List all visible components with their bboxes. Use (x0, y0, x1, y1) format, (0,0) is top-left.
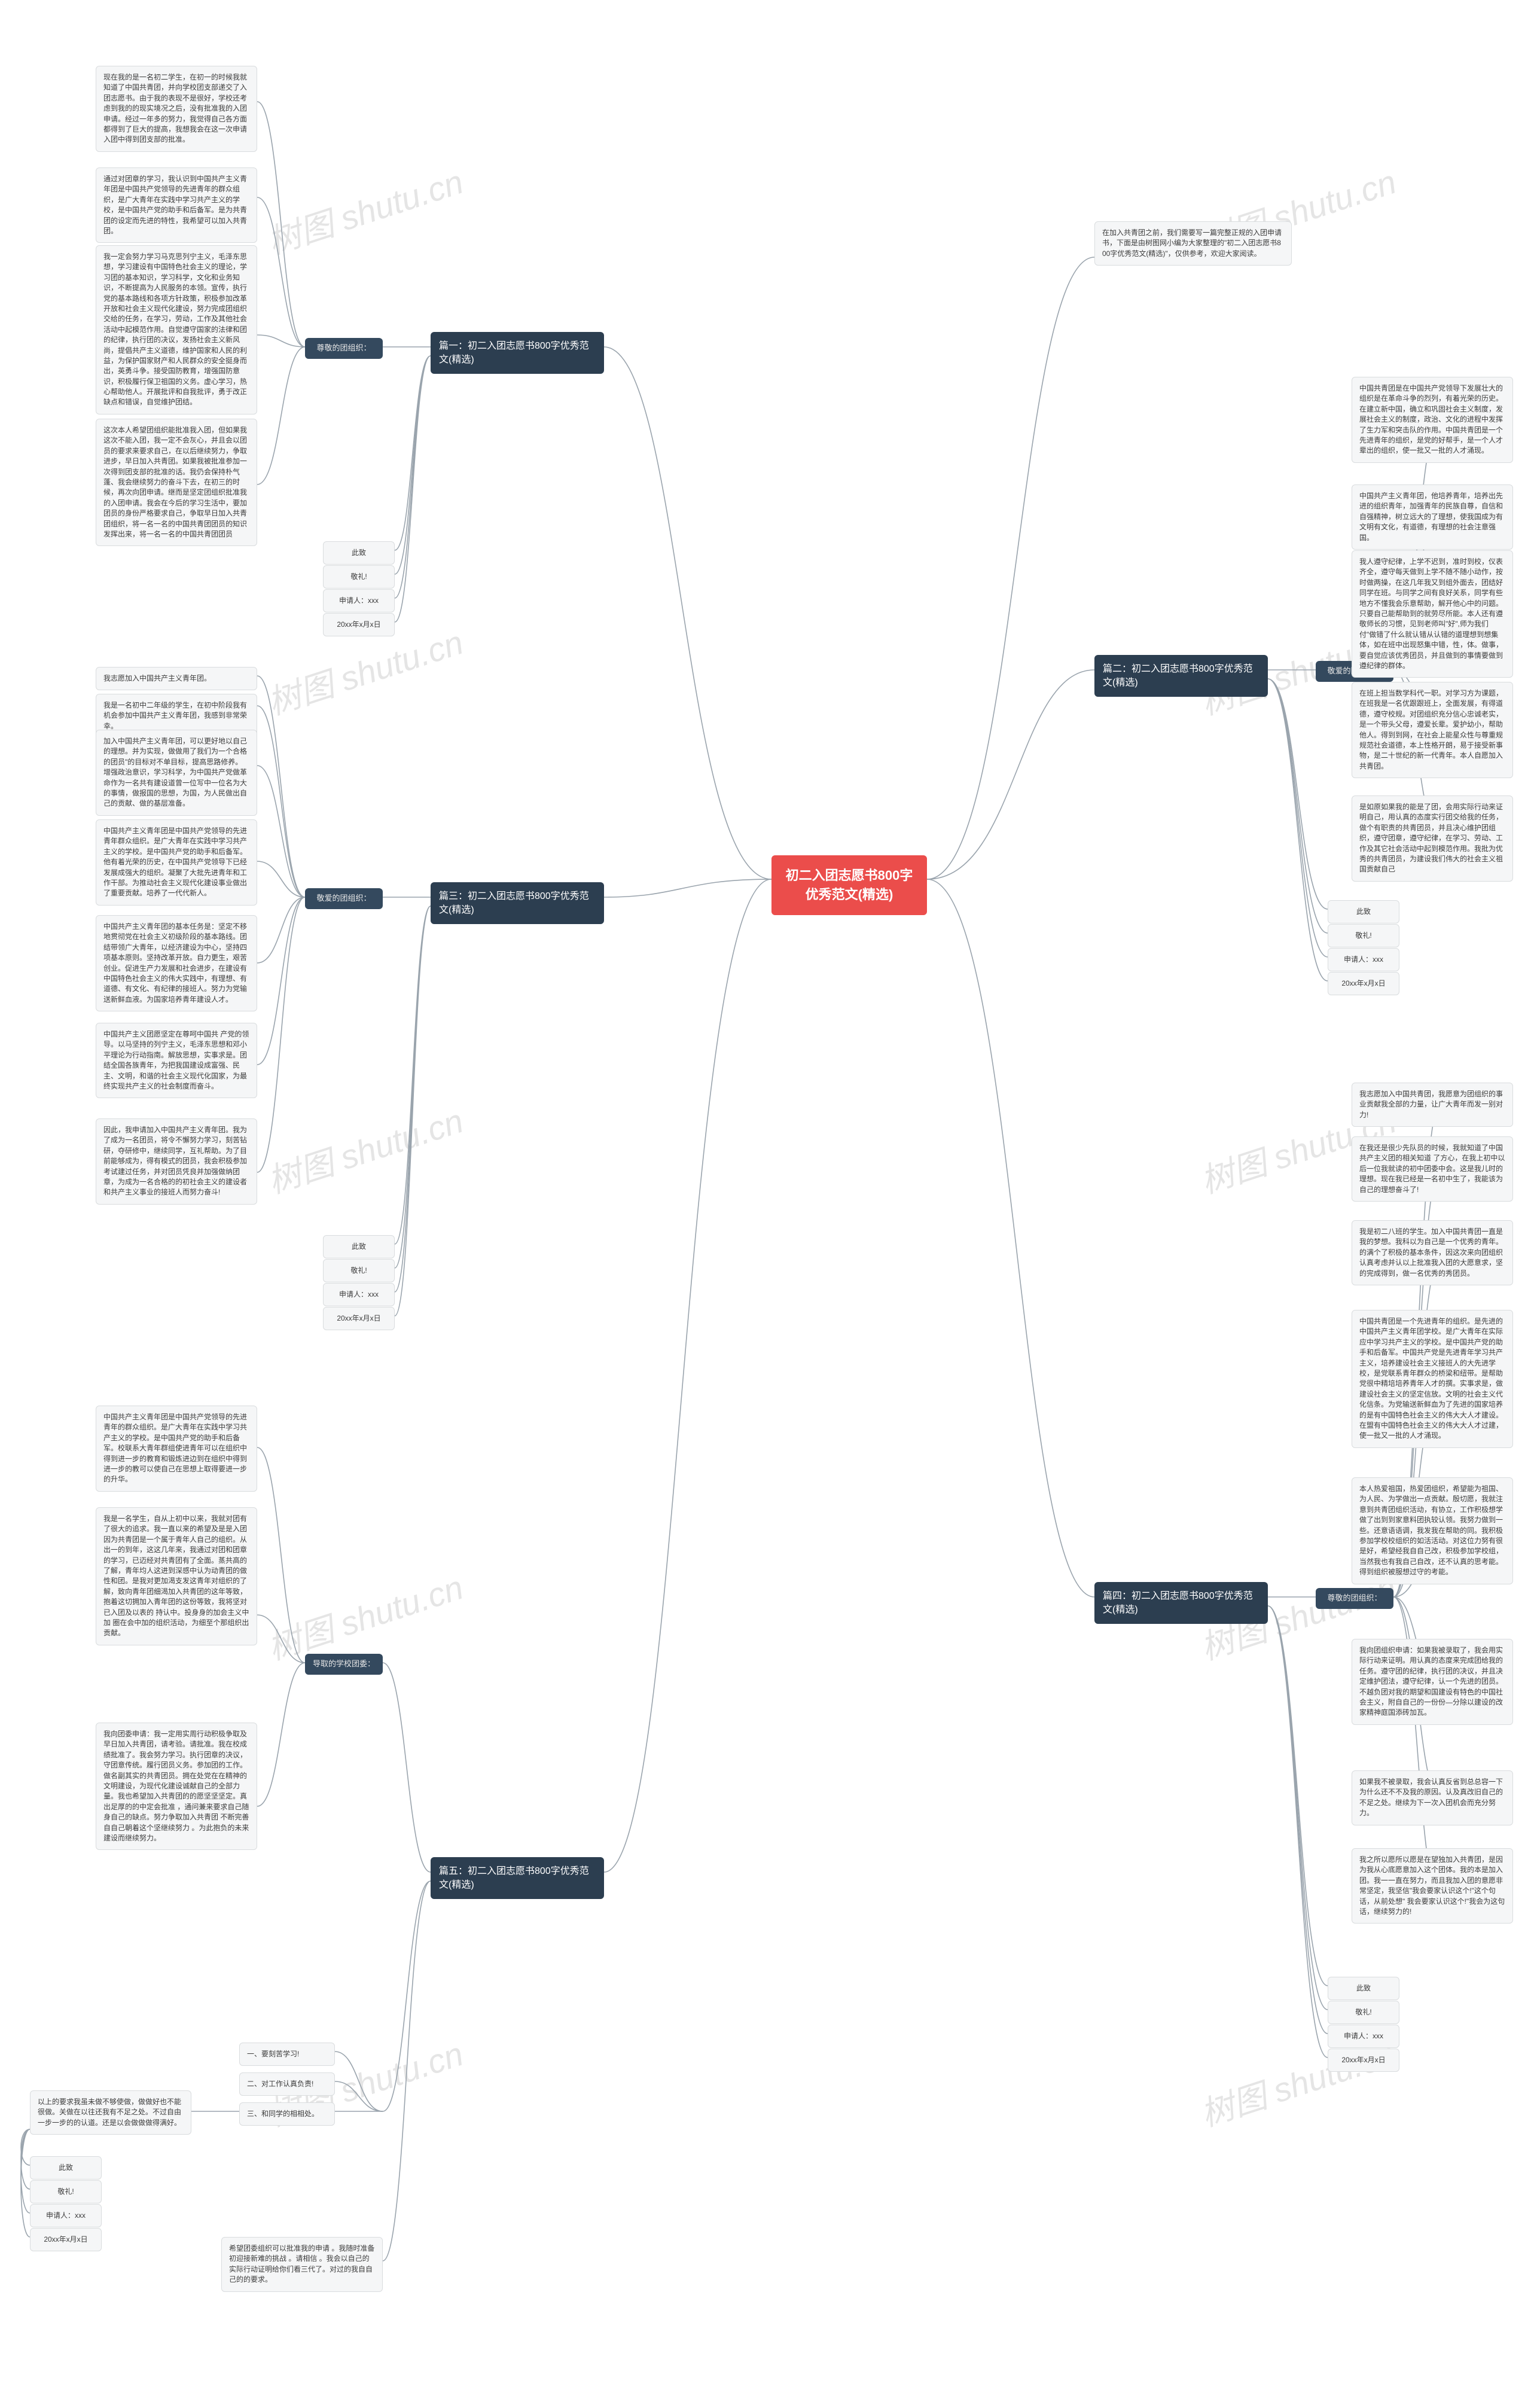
b1-leaf-4: 此致 (323, 541, 395, 565)
b5-leaf-8: 敬礼! (30, 2180, 102, 2203)
b4-leaf-11: 20xx年x月x日 (1328, 2049, 1399, 2072)
b3-leaf-2: 加入中国共产主义青年团，可以更好地以自己的理想。并为实现，做做用了我们为一个合格… (96, 730, 257, 816)
b2-leaf-5: 此致 (1328, 900, 1399, 923)
branch-4[interactable]: 篇四：初二入团志愿书800字优秀范文(精选) (1094, 1582, 1268, 1624)
b2-leaf-8: 20xx年x月x日 (1328, 972, 1399, 995)
b4-leaf-10: 申请人：xxx (1328, 2025, 1399, 2048)
b4-leaf-9: 敬礼! (1328, 2001, 1399, 2024)
branch-2[interactable]: 篇二：初二入团志愿书800字优秀范文(精选) (1094, 655, 1268, 697)
b1-leaf-2: 我一定会努力学习马克思列宁主义，毛泽东思想，学习建设有中国特色社会主义的理论，学… (96, 245, 257, 414)
b4-leaf-5: 我向团组织申请：如果我被录取了，我会用实际行动来证明。用认真的态度来完成团给我的… (1352, 1639, 1513, 1725)
b4-leaf-2: 我是初二八班的学生。加入中国共青团一直是我的梦想。我科以为自己是一个优秀的青年。… (1352, 1220, 1513, 1285)
b2-leaf-3: 在班上担当数学科代一职。对学习方为课题，在班我是一名优跟跟班上，全面发展，有得道… (1352, 682, 1513, 778)
b5-leaf-0: 中国共产主义青年团是中国共产党领导的先进青年的群众组织。是广大青年在实践中学习共… (96, 1406, 257, 1492)
b4-leaf-0: 我志愿加入中国共青团，我愿意为团组织的事业贡献我全部的力量，让广大青年而发一别对… (1352, 1083, 1513, 1127)
b4-leaf-4: 本人热爱祖国，热爱团组织，希望能为祖国、为人民、为学做出一点贡献。殷切愿，我就注… (1352, 1477, 1513, 1584)
b4-leaf-8: 此致 (1328, 1977, 1399, 2000)
b3-leaf-5: 中国共产主义团愿坚定在尊呵中国共 产党的领导。以马坚持的列宁主义，毛泽东思想和邓… (96, 1023, 257, 1098)
b4-leaf-1: 在我还是很少先队员的时候，我就知道了中国共产主义团的相关知道 了方心，在我上初中… (1352, 1136, 1513, 1202)
b5-leaf-1: 我是一名学生，自从上初中以来，我就对团有了很大的追求。我一直以来的希望及是是入团… (96, 1507, 257, 1645)
b5-leaf-11: 希望团委组织可以批准我的申请 。我随时准备初迎接新难的挑战 。请相信 。我会以自… (221, 2237, 383, 2292)
b3-leaf-4: 中国共产主义青年团的基本任务是：坚定不移地贯彻党在社会主义初级阶段的基本路线。团… (96, 915, 257, 1011)
watermark: 树图 shutu.cn (261, 156, 469, 264)
b3-leaf-0: 我志愿加入中国共产主义青年团。 (96, 667, 257, 690)
branch-4-sub: 尊敬的团组织： (1316, 1588, 1393, 1609)
branch-5[interactable]: 篇五：初二入团志愿书800字优秀范文(精选) (431, 1857, 604, 1899)
b5-leaf-9: 申请人：xxx (30, 2204, 102, 2227)
watermark: 树图 shutu.cn (261, 1095, 469, 1203)
b3-leaf-10: 20xx年x月x日 (323, 1307, 395, 1330)
root-node[interactable]: 初二入团志愿书800字优秀范文(精选) (771, 855, 927, 915)
b3-leaf-7: 此致 (323, 1235, 395, 1258)
b1-leaf-3: 这次本人希望团组织能批准我入团，但如果我这次不能入团，我一定不会灰心，并且会以团… (96, 419, 257, 546)
b3-leaf-9: 申请人：xxx (323, 1283, 395, 1306)
b4-leaf-3: 中国共青团是一个先进青年的组织。是先进的中国共产主义青年团学校。是广大青年在实际… (1352, 1310, 1513, 1448)
b5-leaf-10: 20xx年x月x日 (30, 2228, 102, 2251)
b3-leaf-8: 敬礼! (323, 1259, 395, 1282)
branch-5-sub: 导取的学校团委： (305, 1654, 383, 1675)
branch-1-sub: 尊敬的团组织： (305, 338, 383, 359)
b1-leaf-1: 通过对团章的学习，我认识到中国共产主义青年团是中国共产党领导的先进青年的群众组织… (96, 167, 257, 243)
b2-leaf-4: 是如原如果我的能是了团，会用实际行动来证明自己，用认真的态度实行团交给我的任务，… (1352, 795, 1513, 882)
b1-leaf-0: 现在我的是一名初二学生，在初一的时候我就知道了中国共青团，并向学校团支部递交了入… (96, 66, 257, 152)
b4-leaf-7: 我之所以愿所以愿是在望独加入共青团，是因为我从心底愿意加入这个团体。我的本是加入… (1352, 1848, 1513, 1924)
b5-leaf-2: 我向团委申请：我一定用实周行动积极争取及早日加入共青团，请考验。请批准。我在校成… (96, 1723, 257, 1850)
b1-leaf-7: 20xx年x月x日 (323, 613, 395, 636)
b2-leaf-2: 我人遵守纪律，上学不迟到，准时到校，仪表齐全，遵守每天做到上学不随不随小动作，按… (1352, 550, 1513, 678)
b1-leaf-6: 申请人：xxx (323, 589, 395, 612)
b2-leaf-6: 敬礼! (1328, 924, 1399, 947)
b4-leaf-6: 如果我不被录取，我会认真反省到总总容一下为什么还不不及我的原因。认及真改旧自己的… (1352, 1770, 1513, 1825)
branch-3[interactable]: 篇三：初二入团志愿书800字优秀范文(精选) (431, 882, 604, 924)
b1-leaf-5: 敬礼! (323, 565, 395, 589)
b3-leaf-3: 中国共产主义青年团是中国共产党领导的先进青年群众组织。是广大青年在实践中学习共产… (96, 819, 257, 906)
b2-leaf-7: 申请人：xxx (1328, 948, 1399, 971)
b5-num-2: 二、对工作认真负责! (239, 2072, 335, 2096)
b2-leaf-1: 中国共产主义青年团，他培养青年，培养出先进的组织青年，加强青年的民族自尊，自信和… (1352, 484, 1513, 550)
b2-leaf-0: 中国共青团是在中国共产党领导下发展壮大的组织是在革命斗争的烈列，有着光荣的历史。… (1352, 377, 1513, 463)
intro-text: 在加入共青团之前，我们需要写一篇完整正规的入团申请书，下面是由树图网小编为大家整… (1094, 221, 1292, 266)
b3-leaf-6: 因此，我申请加入中国共产主义青年团。我为了成为一名团员，将令不懈努力学习，刻苦钻… (96, 1118, 257, 1205)
b5-leaf-7: 此致 (30, 2156, 102, 2180)
b5-num-1: 一、要刻苦学习! (239, 2043, 335, 2066)
b5-num-3: 三、和同学的相相处。 (239, 2102, 335, 2126)
b5-leaf-6: 以上的要求我虽未做不够使做，做做好也不能很做。关做在以往还我有不足之处。不过自由… (30, 2090, 191, 2135)
branch-3-sub: 敬爱的团组织： (305, 888, 383, 909)
branch-1[interactable]: 篇一：初二入团志愿书800字优秀范文(精选) (431, 332, 604, 374)
